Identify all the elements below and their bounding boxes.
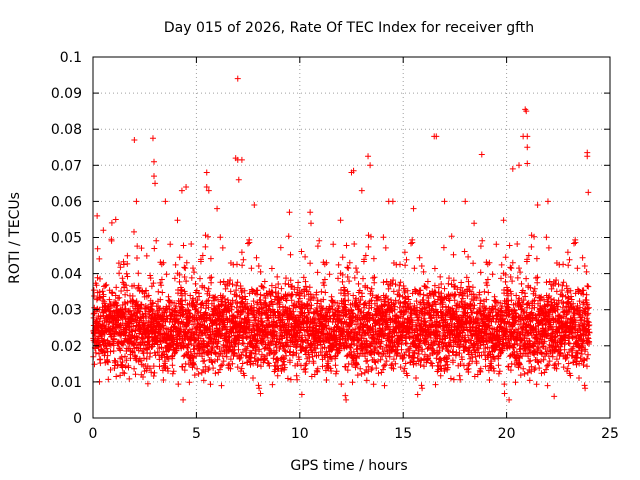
roti-outlier-point [238,156,245,163]
roti-outlier-point [523,108,530,115]
roti-outlier-point [534,202,541,209]
x-tick-label: 5 [192,426,201,442]
roti-outlier-point [524,144,531,151]
roti-outlier-point [544,198,551,205]
roti-outlier-point [178,187,185,194]
chart-data-points [90,75,593,403]
roti-outlier-point [433,133,440,140]
roti-outlier-point [414,391,421,398]
roti-outlier-point [509,165,516,172]
roti-outlier-point [205,187,212,194]
y-tick-label: 0.04 [51,267,82,283]
roti-outlier-point [462,198,469,205]
y-tick-label: 0 [73,411,82,427]
x-tick-label: 15 [394,426,412,442]
roti-outlier-point [441,198,448,205]
roti-outlier-point [133,198,140,205]
x-tick-label: 0 [89,426,98,442]
roti-outlier-point [585,189,592,196]
y-tick-label: 0.01 [51,375,82,391]
roti-outlier-point [149,135,156,142]
roti-outlier-point [234,75,241,82]
roti-outlier-point [251,202,258,209]
y-axis-label: ROTI / TECUs [7,192,23,284]
roti-outlier-point [214,205,221,212]
roti-outlier-point [151,173,158,180]
y-tick-label: 0.06 [51,194,82,210]
roti-outlier-point [151,158,158,165]
x-tick-label: 20 [498,426,516,442]
y-tick-label: 0.07 [51,158,82,174]
roti-outlier-point [410,205,417,212]
roti-outlier-point [235,176,242,183]
roti-outlier-point [365,153,372,160]
roti-outlier-point [100,227,107,234]
roti-outlier-point [516,162,523,169]
roti-outlier-point [307,209,314,216]
roti-outlier-point [94,212,101,219]
roti-outlier-point [183,183,190,190]
y-tick-label: 0.09 [51,86,82,102]
roti-outlier-point [152,180,159,187]
roti-outlier-point [203,183,210,190]
y-tick-label: 0.05 [51,231,82,247]
roti-outlier-point [501,390,508,397]
roti-outlier-point [358,187,365,194]
roti-outlier-point [342,392,349,399]
roti-outlier-point [389,198,396,205]
roti-outlier-point [298,391,305,398]
roti-outlier-point [551,393,558,400]
chart-ticks: 0 5 10 15 20 25 0 0.01 0.02 0.03 0.04 0.05 0.06 0.07 0… [51,50,619,442]
roti-outlier-point [478,151,485,158]
y-tick-label: 0.02 [51,339,82,355]
roti-outlier-point [257,390,264,397]
y-tick-label: 0.03 [51,303,82,319]
roti-outlier-point [203,169,210,176]
roti-outlier-point [112,216,119,223]
x-axis-label: GPS time / hours [290,458,407,474]
roti-outlier-point [367,162,374,169]
roti-outlier-point [524,133,531,140]
roti-outlier-point [584,153,591,160]
x-tick-label: 10 [291,426,309,442]
roti-outlier-point [131,137,138,144]
y-tick-label: 0.1 [60,50,82,66]
roti-outlier-point [524,160,531,167]
chart-title: Day 015 of 2026, Rate Of TEC Index for r… [164,20,534,36]
roti-outlier-point [350,167,357,174]
roti-outlier-point [286,209,293,216]
y-tick-label: 0.08 [51,122,82,138]
x-tick-label: 25 [601,426,619,442]
roti-outlier-point [162,198,169,205]
